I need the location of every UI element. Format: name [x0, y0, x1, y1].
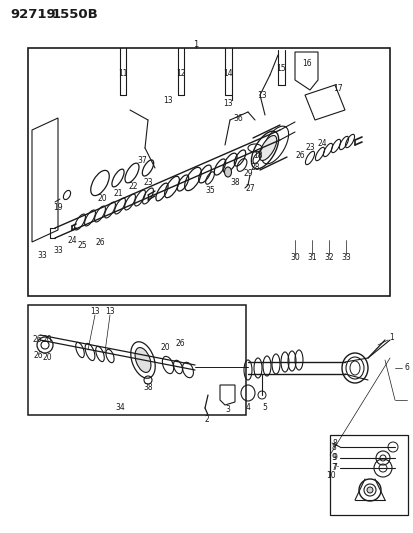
Ellipse shape [224, 167, 231, 177]
Text: 12: 12 [176, 69, 185, 77]
Bar [28, 48, 389, 296]
Text: 15: 15 [275, 63, 285, 72]
Text: 6: 6 [404, 364, 408, 373]
Text: 35: 35 [204, 185, 214, 195]
Ellipse shape [259, 135, 276, 160]
Text: 10: 10 [325, 471, 335, 480]
Text: 25: 25 [77, 240, 87, 249]
Text: 26: 26 [33, 351, 43, 359]
Text: 23: 23 [143, 177, 152, 187]
Text: 26: 26 [95, 238, 104, 246]
Text: 37: 37 [137, 156, 147, 165]
Text: 2: 2 [204, 416, 209, 424]
Text: 26: 26 [32, 335, 42, 344]
Text: 19: 19 [53, 203, 63, 212]
Text: 34: 34 [115, 403, 125, 413]
Text: 26: 26 [294, 150, 304, 159]
Text: 20: 20 [97, 193, 107, 203]
Text: 13: 13 [90, 308, 100, 317]
Text: 8: 8 [330, 442, 335, 451]
Text: 92719: 92719 [10, 7, 55, 20]
Text: 29: 29 [242, 168, 252, 177]
Ellipse shape [366, 487, 372, 493]
Text: 13: 13 [105, 308, 114, 317]
Text: 32: 32 [323, 253, 333, 262]
Text: 17: 17 [332, 84, 342, 93]
Text: 13: 13 [256, 91, 266, 100]
Text: 13: 13 [223, 99, 232, 108]
Text: 20: 20 [42, 352, 52, 361]
Text: 11: 11 [118, 69, 128, 77]
Ellipse shape [135, 348, 151, 373]
Text: 9: 9 [331, 453, 336, 462]
Text: 38: 38 [230, 177, 239, 187]
Bar [329, 435, 407, 515]
Text: 18: 18 [253, 150, 262, 159]
Text: 16: 16 [301, 59, 311, 68]
Text: 31: 31 [306, 253, 316, 262]
Text: 27: 27 [244, 183, 254, 192]
Text: 1: 1 [193, 39, 198, 49]
Text: 33: 33 [37, 251, 47, 260]
Text: 30: 30 [290, 253, 299, 262]
Text: 23: 23 [304, 142, 314, 151]
Text: 33: 33 [53, 246, 63, 254]
Text: 1550B: 1550B [52, 7, 99, 20]
Text: 7: 7 [331, 464, 336, 472]
Text: 5: 5 [262, 403, 267, 413]
Text: 8: 8 [332, 439, 336, 448]
Text: 24: 24 [67, 236, 77, 245]
Text: 14: 14 [223, 69, 232, 77]
Text: 38: 38 [143, 384, 152, 392]
Text: 26: 26 [175, 340, 184, 349]
Text: 36: 36 [233, 114, 242, 123]
Text: 20: 20 [160, 343, 169, 351]
Text: 28: 28 [249, 163, 259, 172]
Text: 7: 7 [330, 463, 335, 472]
Text: 33: 33 [340, 253, 350, 262]
Bar [28, 305, 245, 415]
Text: 9: 9 [330, 454, 335, 463]
Text: 21: 21 [113, 189, 122, 198]
Text: 13: 13 [163, 95, 172, 104]
Text: 1: 1 [389, 334, 394, 343]
Text: 20: 20 [42, 335, 52, 344]
Text: 4: 4 [245, 403, 250, 413]
Text: 24: 24 [316, 139, 326, 148]
Text: 3: 3 [225, 406, 230, 415]
Text: 22: 22 [128, 182, 138, 190]
